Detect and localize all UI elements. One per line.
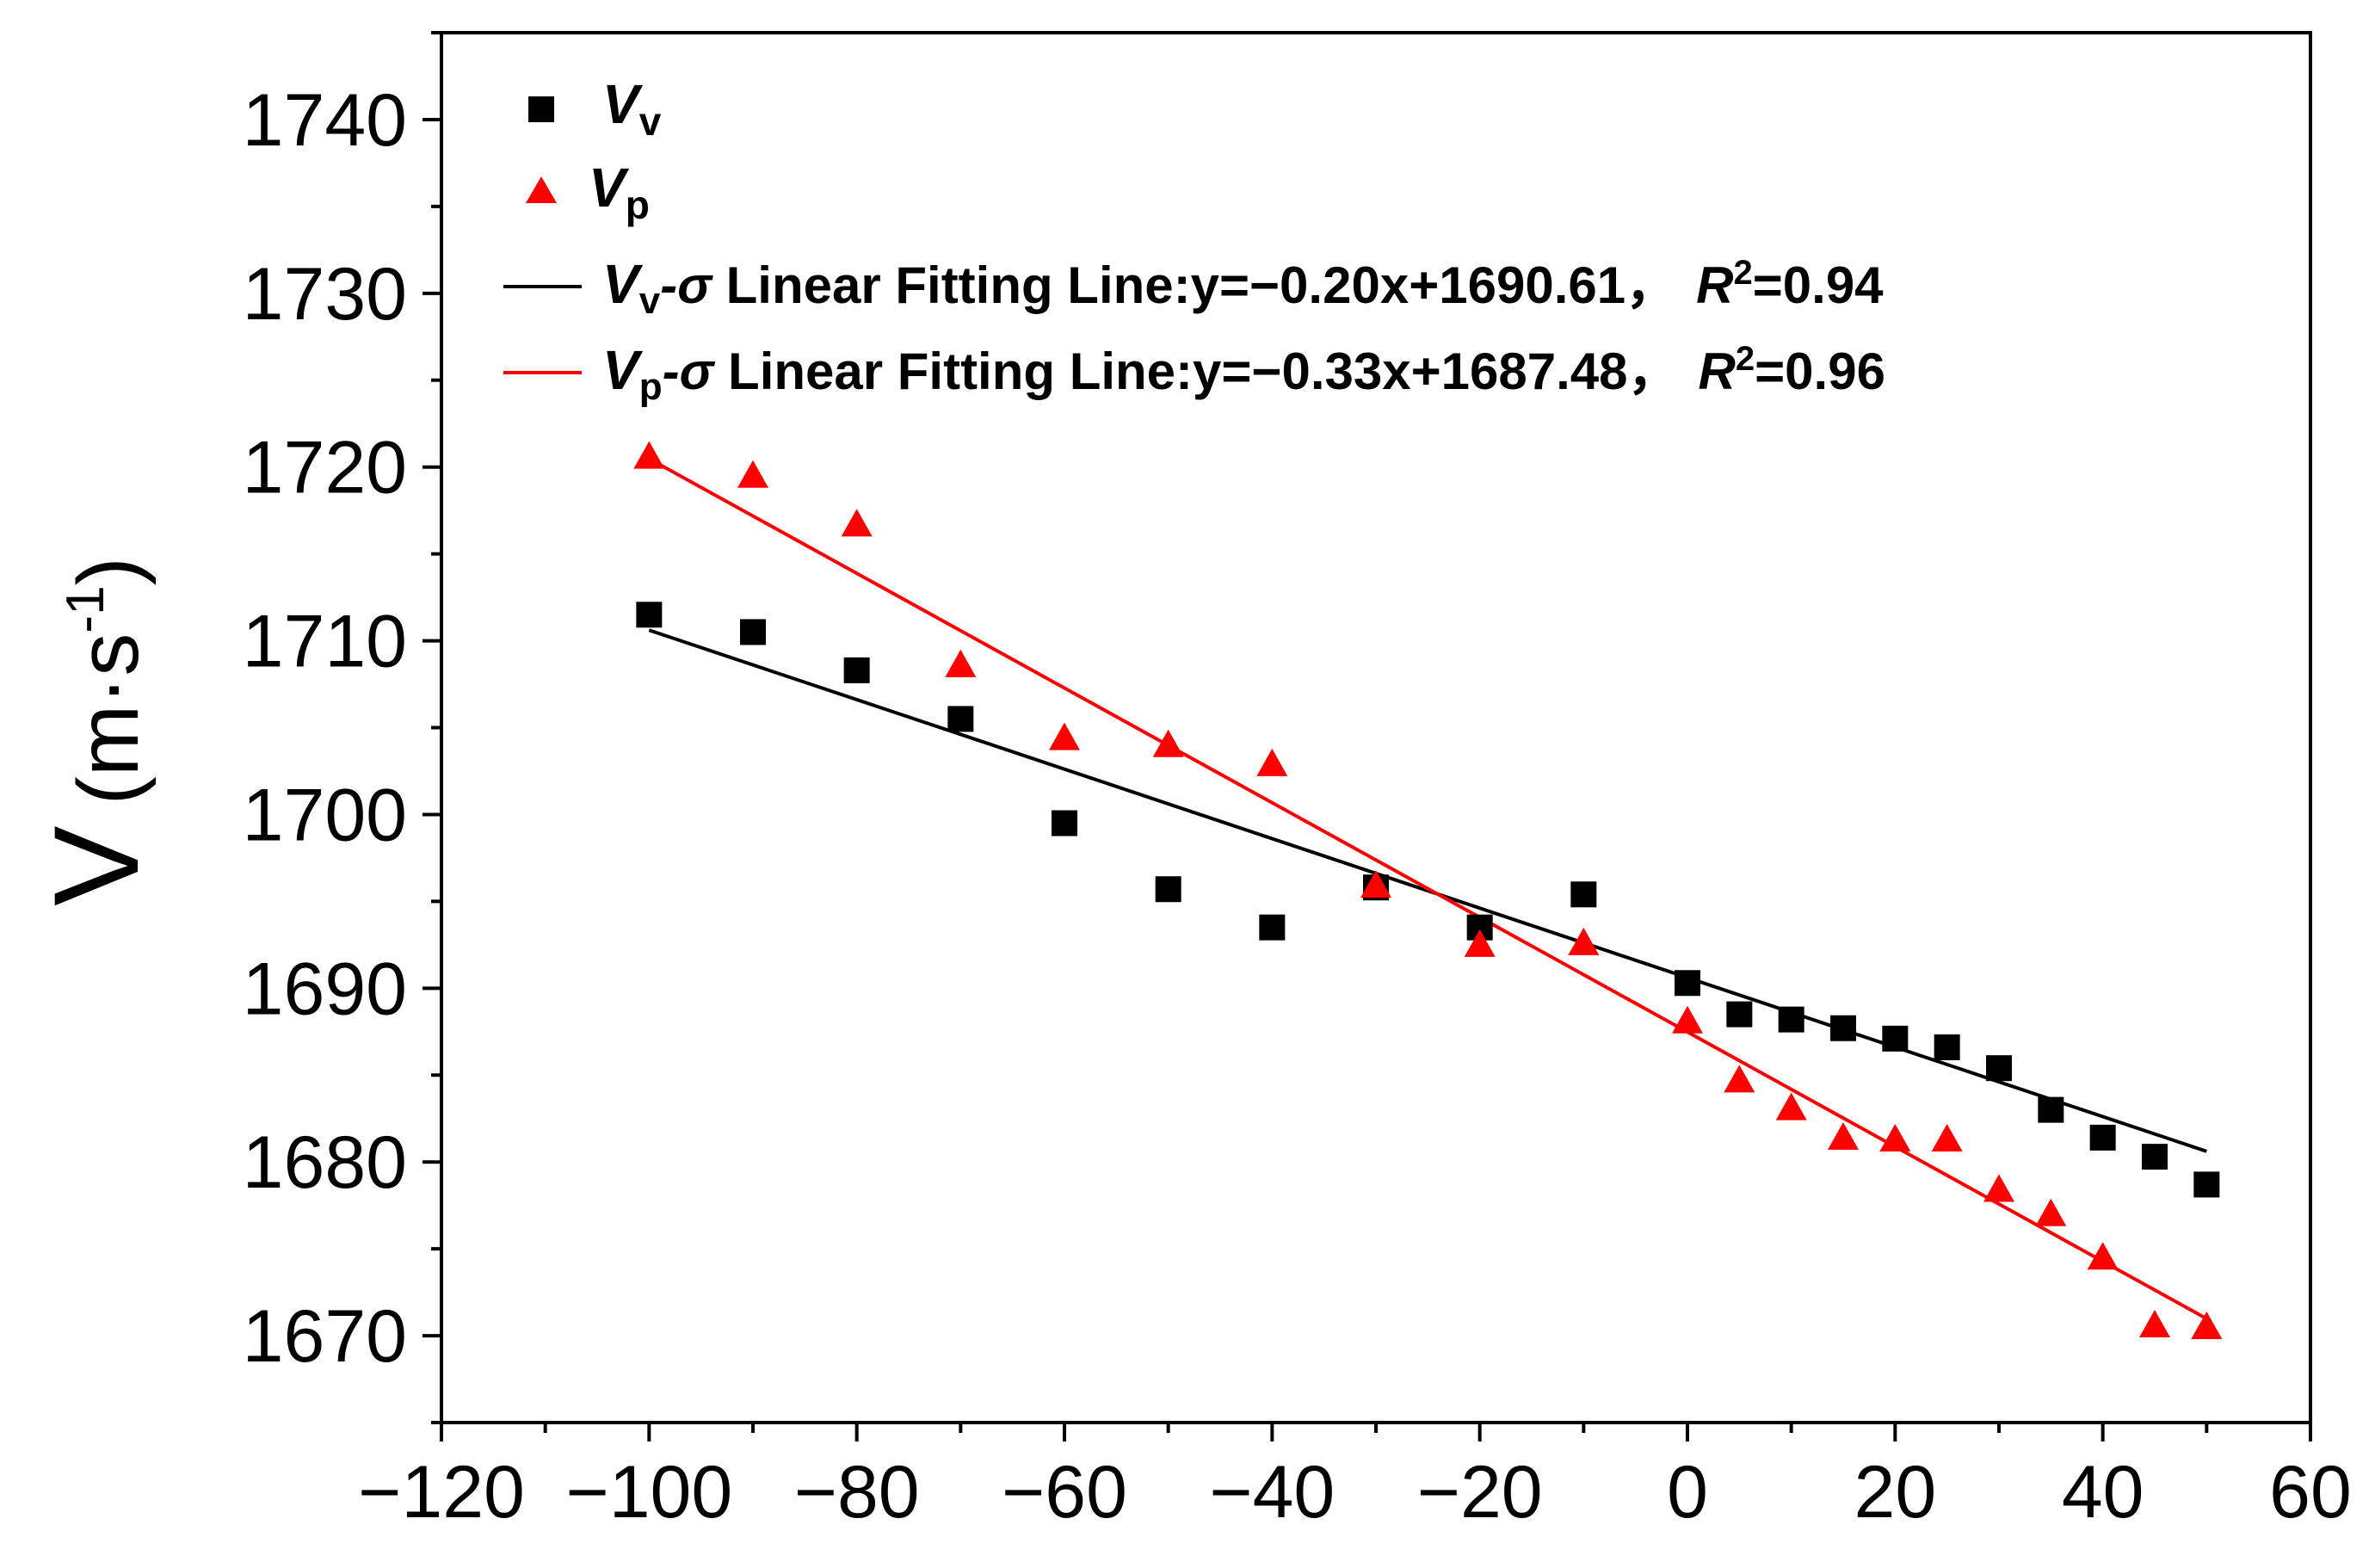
y-tick-label: 1720 bbox=[243, 427, 407, 509]
legend-vv-fit-r-value: =0.94 bbox=[1753, 256, 1884, 314]
y-axis-label-exponent: -1 bbox=[56, 585, 115, 633]
data-point-vv bbox=[2142, 1144, 2168, 1170]
y-axis-label-close: ) bbox=[60, 557, 157, 585]
x-tick-label: −40 bbox=[1209, 1451, 1335, 1534]
legend-vp-fit-r: R bbox=[1699, 343, 1736, 400]
data-point-vp bbox=[2087, 1242, 2119, 1270]
data-point-vv bbox=[636, 602, 663, 628]
legend-vp-fit-sigma: -σ bbox=[663, 343, 716, 400]
data-markers bbox=[633, 441, 2223, 1339]
data-point-vv bbox=[740, 619, 766, 645]
legend-vv-fit-r: R bbox=[1696, 256, 1733, 314]
data-point-vp bbox=[1828, 1121, 1859, 1150]
x-tick-label: −100 bbox=[565, 1451, 732, 1534]
data-point-vv bbox=[2038, 1096, 2064, 1123]
data-point-vp bbox=[1049, 722, 1080, 750]
data-point-vv bbox=[1986, 1055, 2012, 1082]
fit-lines bbox=[648, 457, 2208, 1321]
data-point-vp bbox=[1724, 1065, 1755, 1093]
legend-vp-fit-r-sup: 2 bbox=[1736, 340, 1755, 378]
legend-vv-fit-sigma: -σ bbox=[660, 256, 713, 314]
y-tick-label: 1740 bbox=[243, 79, 407, 162]
legend-vv-fit-r-sup: 2 bbox=[1733, 254, 1752, 292]
data-point-vv bbox=[1259, 914, 1286, 941]
plot-frame bbox=[440, 31, 2312, 1424]
data-point-vp bbox=[1256, 748, 1288, 776]
x-tick-label: −80 bbox=[794, 1451, 920, 1534]
data-point-vv bbox=[1155, 876, 1181, 903]
legend-marker-vp bbox=[526, 176, 557, 203]
data-point-vv bbox=[1882, 1025, 1909, 1052]
data-point-vv bbox=[1830, 1015, 1856, 1041]
legend-vp-fit-r-value: =0.96 bbox=[1755, 343, 1885, 400]
data-point-vv bbox=[947, 706, 974, 732]
data-point-vv bbox=[843, 657, 870, 683]
data-point-vp bbox=[945, 649, 977, 677]
x-axis: −120 −100 −80 −60 −40 −20 0 20 40 60 bbox=[358, 1423, 2352, 1534]
legend: Vv Vp Vv-σ Linear Fitting Line:y=−0.20x+… bbox=[503, 73, 1885, 408]
legend-vp-fit-symbol: V bbox=[602, 339, 644, 401]
data-point-vp bbox=[841, 509, 873, 537]
legend-vp-fit-sub: p bbox=[639, 366, 663, 408]
data-point-vp bbox=[1879, 1123, 1911, 1151]
y-tick-label: 1670 bbox=[243, 1295, 407, 1378]
legend-vv-symbol: V bbox=[602, 73, 644, 135]
x-tick-label: 40 bbox=[2062, 1451, 2144, 1534]
y-tick-label: 1700 bbox=[243, 774, 407, 856]
y-tick-label: 1710 bbox=[243, 601, 407, 683]
fit-line-vv bbox=[648, 628, 2207, 1153]
data-point-vp bbox=[1464, 929, 1496, 957]
data-point-vp bbox=[1983, 1174, 2014, 1202]
x-tick-label: −60 bbox=[1002, 1451, 1127, 1534]
data-point-vp bbox=[633, 441, 665, 469]
data-point-vv bbox=[1675, 970, 1700, 997]
legend-label-vv-fit: Vv-σ Linear Fitting Line:y=−0.20x+1690.6… bbox=[602, 253, 1884, 322]
legend-vp-fit-equation: Linear Fitting Line:y=−0.33x+1687.48， bbox=[713, 343, 1679, 400]
x-tick-label: 20 bbox=[1854, 1451, 1936, 1534]
legend-vv-fit-symbol: V bbox=[602, 253, 644, 315]
y-axis-label-symbol: V bbox=[28, 825, 163, 905]
data-point-vp bbox=[1152, 729, 1184, 757]
y-tick-label: 1730 bbox=[243, 253, 407, 336]
data-point-vp bbox=[2191, 1311, 2223, 1339]
x-tick-label: −20 bbox=[1417, 1451, 1543, 1534]
y-axis-label-unit: (m·s bbox=[60, 633, 157, 806]
data-point-vp bbox=[1360, 870, 1391, 898]
data-point-vv bbox=[2193, 1171, 2220, 1198]
data-point-vv bbox=[1726, 1001, 1753, 1028]
y-tick-label: 1680 bbox=[243, 1121, 407, 1204]
y-axis: 1670 1680 1690 1700 1710 1720 1730 1740 bbox=[243, 31, 441, 1424]
y-tick-label: 1690 bbox=[243, 948, 407, 1030]
data-point-vp bbox=[1775, 1092, 1807, 1120]
data-point-vp bbox=[1931, 1123, 1963, 1151]
x-tick-label: 60 bbox=[2269, 1451, 2352, 1534]
legend-label-vp-fit: Vp-σ Linear Fitting Line:y=−0.33x+1687.4… bbox=[602, 339, 1885, 408]
data-point-vp bbox=[737, 460, 768, 488]
data-point-vp bbox=[2139, 1309, 2170, 1337]
x-tick-label: −120 bbox=[358, 1451, 525, 1534]
data-point-vp bbox=[1672, 1005, 1703, 1034]
fit-line-vp bbox=[648, 457, 2208, 1321]
y-axis-label: V (m·s-1) bbox=[28, 557, 163, 906]
x-tick-label: 0 bbox=[1667, 1451, 1708, 1534]
legend-vv-fit-sub: v bbox=[639, 280, 661, 322]
legend-vp-symbol: V bbox=[589, 157, 630, 219]
data-point-vv bbox=[1934, 1034, 1960, 1060]
data-point-vv bbox=[1570, 881, 1597, 908]
data-point-vp bbox=[1568, 927, 1600, 955]
legend-vv-fit-equation: Linear Fitting Line:y=−0.20x+1690.61， bbox=[712, 256, 1677, 314]
legend-marker-vv bbox=[528, 96, 554, 122]
data-point-vv bbox=[2089, 1124, 2116, 1151]
legend-label-vp: Vp bbox=[589, 157, 650, 227]
data-point-vv bbox=[1052, 810, 1077, 836]
legend-vv-sub: v bbox=[639, 99, 662, 144]
data-point-vp bbox=[2035, 1198, 2067, 1226]
data-point-vv bbox=[1778, 1006, 1804, 1033]
legend-vp-sub: p bbox=[626, 182, 650, 227]
legend-label-vv: Vv bbox=[602, 73, 662, 144]
